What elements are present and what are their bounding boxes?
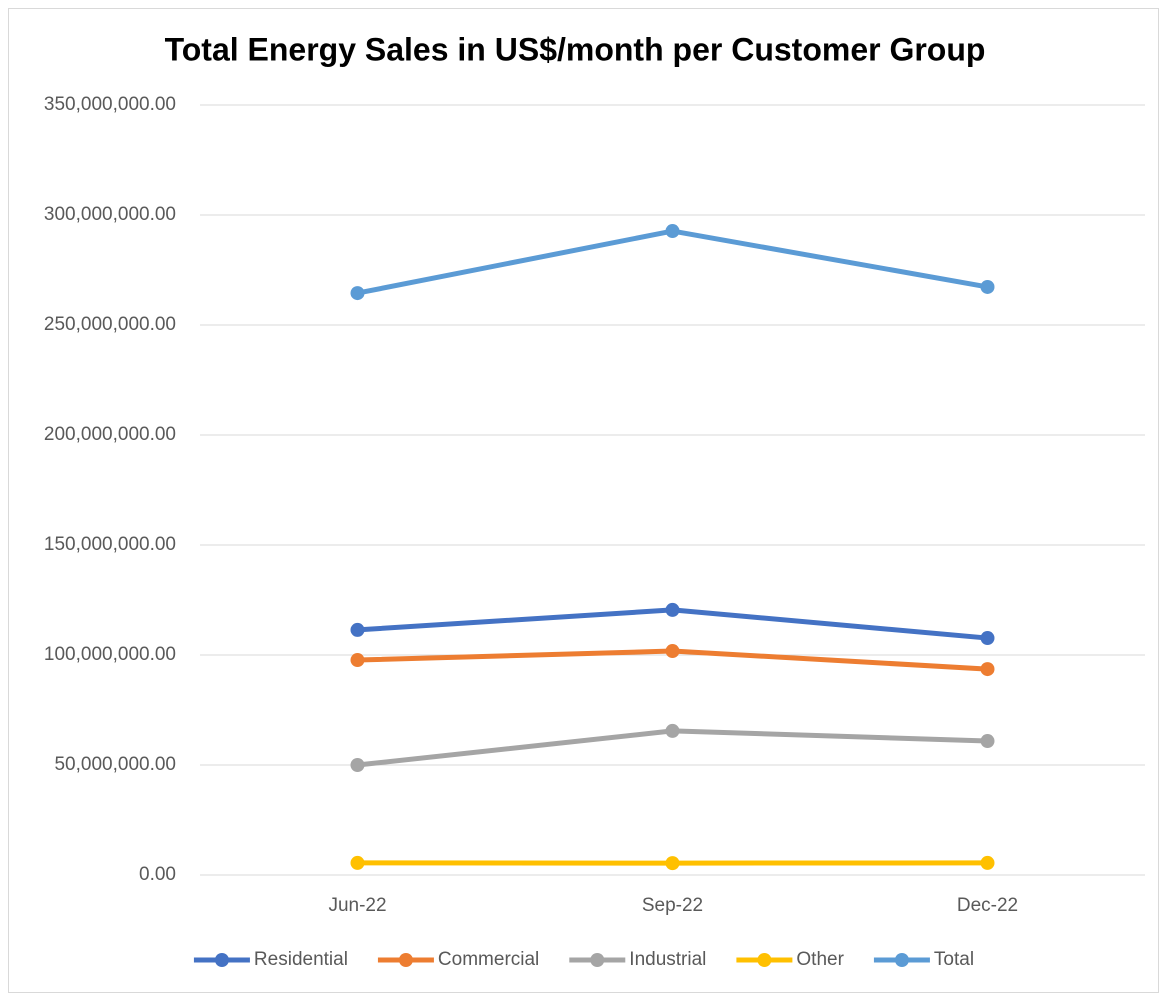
- data-point: [665, 723, 680, 738]
- data-point: [350, 622, 365, 637]
- data-point: [980, 855, 995, 870]
- data-point: [350, 653, 365, 668]
- data-point: [665, 602, 680, 617]
- legend-label: Commercial: [438, 949, 539, 970]
- legend-marker: [894, 953, 909, 967]
- legend-label: Residential: [254, 949, 348, 970]
- legend-marker: [398, 953, 413, 967]
- data-point: [665, 224, 680, 239]
- legend-marker: [757, 953, 772, 967]
- x-tick-label: Dec-22: [957, 895, 1018, 916]
- chart-border: [8, 8, 1159, 993]
- legend-label: Other: [796, 949, 844, 970]
- y-tick-label: 350,000,000.00: [44, 94, 176, 115]
- data-point: [980, 631, 995, 646]
- data-point: [980, 279, 995, 294]
- data-point: [665, 856, 680, 871]
- data-point: [665, 644, 680, 659]
- data-point: [350, 286, 365, 301]
- legend-marker: [214, 953, 229, 967]
- x-tick-label: Jun-22: [328, 895, 386, 916]
- legend: Residential Commercial Industrial Other Tota…: [193, 949, 974, 970]
- legend-label: Industrial: [629, 949, 706, 970]
- y-tick-label: 200,000,000.00: [44, 424, 176, 445]
- y-tick-label: 50,000,000.00: [54, 754, 176, 775]
- legend-label: Total: [934, 949, 974, 970]
- data-point: [980, 662, 995, 677]
- x-tick-label: Sep-22: [642, 895, 703, 916]
- legend-marker: [590, 953, 605, 967]
- y-tick-label: 150,000,000.00: [44, 534, 176, 555]
- y-tick-label: 300,000,000.00: [44, 204, 176, 225]
- data-point: [980, 734, 995, 749]
- y-tick-label: 250,000,000.00: [44, 314, 176, 335]
- chart-title: Total Energy Sales in US$/month per Cust…: [165, 31, 986, 67]
- data-point: [350, 855, 365, 870]
- y-tick-label: 100,000,000.00: [44, 644, 176, 665]
- y-tick-label: 0.00: [139, 864, 176, 885]
- data-point: [350, 758, 365, 772]
